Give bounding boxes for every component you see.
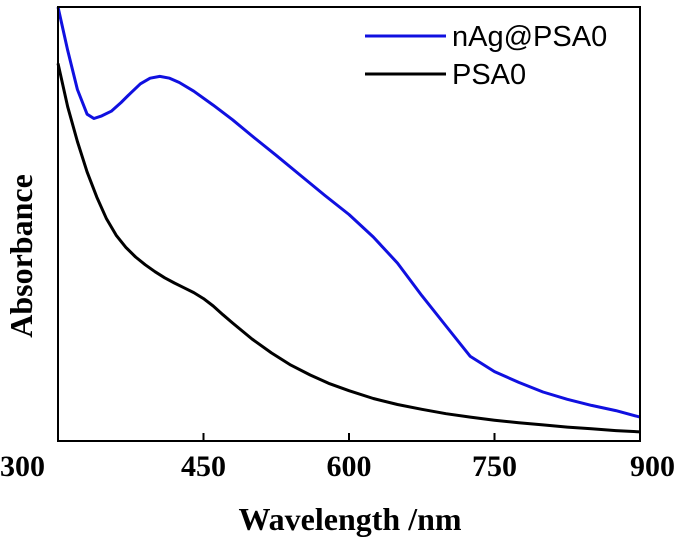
- x-tick-label: 300: [0, 450, 45, 483]
- plot-layer: [56, 6, 641, 434]
- x-tick-label: 600: [327, 450, 372, 483]
- legend-label-1: nAg@PSA0: [452, 21, 607, 53]
- legend: nAg@PSA0 PSA0: [365, 21, 607, 91]
- x-axis-title: Wavelength /nm: [238, 501, 461, 537]
- y-axis-title: Absorbance: [3, 174, 39, 338]
- x-tick-label: 450: [181, 450, 226, 483]
- x-axis-ticks: 300 450 600 750 900: [0, 433, 675, 483]
- series-line-1: [56, 6, 641, 419]
- legend-label-2: PSA0: [452, 59, 526, 91]
- series-line-2: [56, 63, 641, 434]
- x-tick-label: 900: [630, 450, 675, 483]
- x-tick-label: 750: [472, 450, 517, 483]
- plot-frame: [57, 6, 641, 442]
